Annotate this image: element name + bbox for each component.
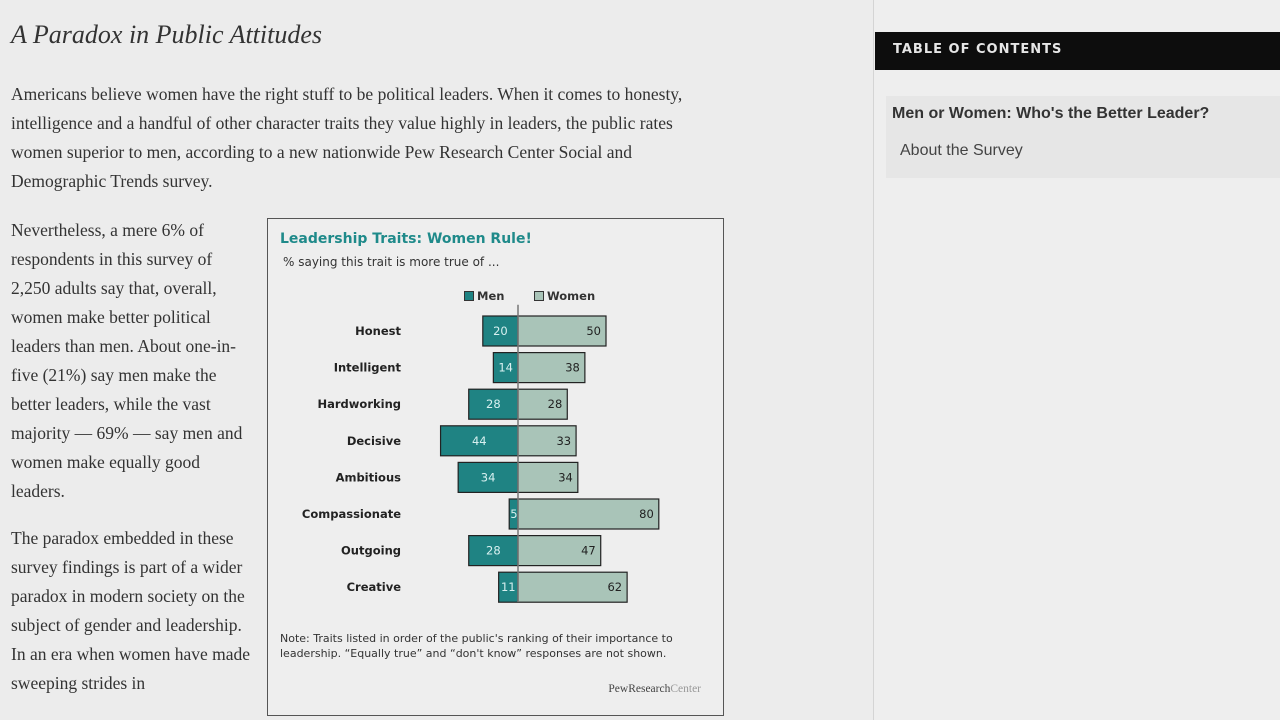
data-label-women: 80 — [639, 507, 654, 521]
sidebar: TABLE OF CONTENTS Men or Women: Who's th… — [873, 0, 1280, 720]
article-title: A Paradox in Public Attitudes — [11, 20, 323, 49]
data-label-women: 34 — [558, 470, 573, 484]
category-label: Honest — [355, 324, 401, 338]
pew-research-logo: PewResearchCenter — [608, 683, 701, 695]
category-label: Compassionate — [302, 507, 401, 521]
category-label: Hardworking — [318, 397, 402, 411]
toc-item-about-survey[interactable]: About the Survey — [900, 142, 1023, 159]
category-label: Intelligent — [334, 361, 402, 375]
data-label-men: 28 — [486, 397, 501, 411]
toc-item-better-leader[interactable]: Men or Women: Who's the Better Leader? — [892, 105, 1210, 122]
toc-list — [886, 96, 1280, 178]
legend-men: Men — [464, 289, 504, 303]
chart-note: Note: Traits listed in order of the publ… — [280, 632, 673, 660]
data-label-women: 28 — [548, 397, 563, 411]
data-label-men: 44 — [472, 434, 487, 448]
data-label-men: 14 — [498, 361, 513, 375]
data-label-women: 33 — [556, 434, 571, 448]
legend-swatch-men — [464, 291, 474, 301]
data-label-men: 20 — [493, 324, 508, 338]
legend-label-women: Women — [547, 289, 596, 303]
chart-subtitle: % saying this trait is more true of ... — [283, 255, 500, 269]
category-label: Decisive — [347, 434, 401, 448]
article-paragraph: The paradox embedded in these survey fin… — [11, 528, 251, 693]
leadership-traits-chart: Leadership Traits: Women Rule! % saying … — [267, 218, 724, 716]
chart-plot: Honest 20 50 Intelligent 14 38 Hardworking 28 28… — [302, 304, 660, 603]
data-label-women: 62 — [607, 580, 622, 594]
data-label-men: 34 — [481, 470, 496, 484]
category-label: Ambitious — [336, 470, 402, 484]
toc-header: TABLE OF CONTENTS — [875, 32, 1280, 70]
article-paragraph: Americans believe women have the right s… — [11, 84, 683, 191]
legend-label-men: Men — [477, 289, 505, 303]
legend-women: Women — [534, 289, 595, 303]
bar-men — [468, 388, 519, 420]
category-label: Outgoing — [341, 544, 401, 558]
bar-men — [468, 535, 519, 567]
toc-header-label: TABLE OF CONTENTS — [893, 42, 1063, 57]
bar-men — [439, 425, 519, 457]
article-paragraph: Nevertheless, a mere 6% of respondents i… — [11, 220, 243, 501]
bar-women — [517, 498, 660, 530]
article: A Paradox in Public Attitudes Americans … — [11, 20, 724, 716]
chart-title: Leadership Traits: Women Rule! — [280, 231, 532, 247]
data-label-women: 38 — [565, 361, 580, 375]
bar-men — [457, 461, 519, 493]
legend-swatch-women — [534, 291, 544, 301]
data-label-men: 28 — [486, 544, 501, 558]
data-label-men: 5 — [510, 507, 517, 521]
bar-men — [492, 352, 519, 384]
bar-women — [517, 535, 602, 567]
bar-women — [517, 425, 577, 457]
data-label-women: 50 — [586, 324, 601, 338]
data-label-women: 47 — [581, 544, 596, 558]
category-label: Creative — [347, 580, 402, 594]
data-label-men: 11 — [501, 580, 516, 594]
bar-women — [517, 571, 628, 603]
